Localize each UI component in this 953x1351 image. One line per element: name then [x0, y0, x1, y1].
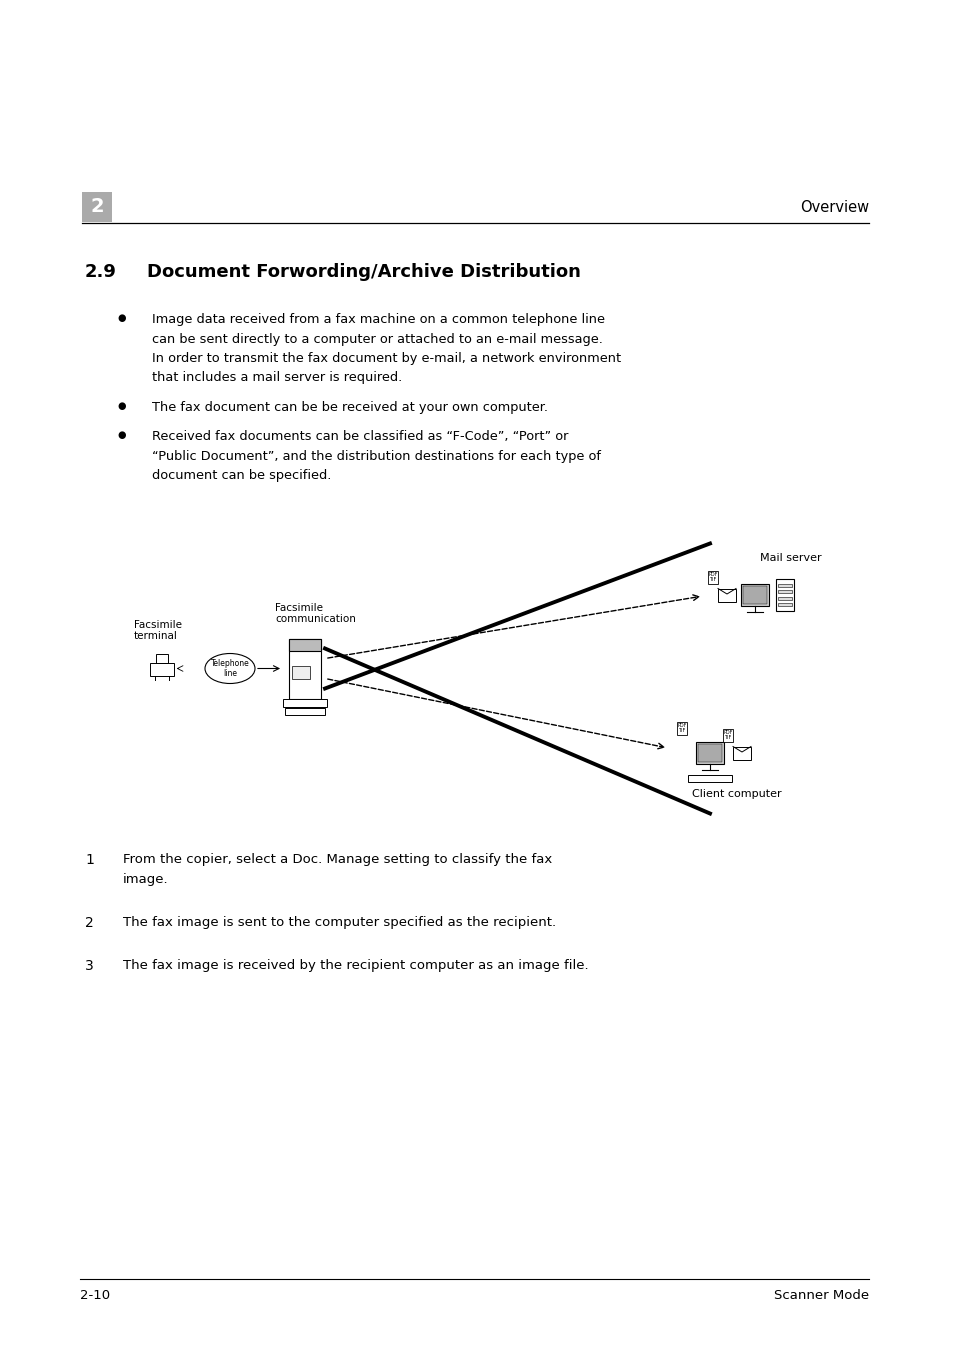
- FancyBboxPatch shape: [778, 584, 791, 586]
- FancyBboxPatch shape: [707, 570, 718, 584]
- Text: Mail server: Mail server: [760, 553, 821, 563]
- FancyBboxPatch shape: [687, 775, 731, 782]
- FancyBboxPatch shape: [289, 639, 320, 698]
- FancyBboxPatch shape: [696, 742, 723, 765]
- FancyBboxPatch shape: [285, 708, 325, 715]
- Text: PDF
TIF: PDF TIF: [707, 571, 717, 582]
- Text: can be sent directly to a computer or attached to an e-mail message.: can be sent directly to a computer or at…: [152, 332, 602, 346]
- Text: Client computer: Client computer: [691, 789, 781, 798]
- Text: The fax image is sent to the computer specified as the recipient.: The fax image is sent to the computer sp…: [123, 916, 556, 929]
- FancyBboxPatch shape: [778, 604, 791, 607]
- Text: document can be specified.: document can be specified.: [152, 470, 331, 482]
- FancyBboxPatch shape: [732, 747, 750, 759]
- Text: Facsimile
communication: Facsimile communication: [274, 603, 355, 624]
- Text: ●: ●: [117, 313, 126, 323]
- Text: that includes a mail server is required.: that includes a mail server is required.: [152, 372, 402, 385]
- Text: “Public Document”, and the distribution destinations for each type of: “Public Document”, and the distribution …: [152, 450, 600, 463]
- Text: PDF
TIF: PDF TIF: [722, 730, 732, 740]
- Text: From the copier, select a Doc. Manage setting to classify the fax: From the copier, select a Doc. Manage se…: [123, 852, 552, 866]
- Text: image.: image.: [123, 873, 169, 885]
- FancyBboxPatch shape: [742, 586, 766, 604]
- Text: 2-10: 2-10: [80, 1289, 110, 1302]
- FancyBboxPatch shape: [778, 597, 791, 600]
- Text: ●: ●: [117, 431, 126, 440]
- Text: 2: 2: [91, 197, 104, 216]
- Text: In order to transmit the fax document by e-mail, a network environment: In order to transmit the fax document by…: [152, 353, 620, 365]
- Text: Facsimile
terminal: Facsimile terminal: [133, 620, 182, 642]
- Ellipse shape: [205, 654, 254, 684]
- FancyBboxPatch shape: [82, 192, 112, 222]
- FancyBboxPatch shape: [718, 589, 735, 601]
- Text: 3: 3: [85, 959, 93, 974]
- FancyBboxPatch shape: [289, 639, 320, 650]
- FancyBboxPatch shape: [283, 698, 327, 707]
- Text: 1: 1: [85, 852, 93, 867]
- Text: PDF
TIF: PDF TIF: [677, 723, 686, 734]
- FancyBboxPatch shape: [698, 744, 721, 762]
- Text: Image data received from a fax machine on a common telephone line: Image data received from a fax machine o…: [152, 313, 604, 326]
- Text: 2.9: 2.9: [85, 263, 117, 281]
- FancyBboxPatch shape: [775, 580, 793, 611]
- Text: Telephone
line: Telephone line: [211, 659, 249, 678]
- Text: The fax image is received by the recipient computer as an image file.: The fax image is received by the recipie…: [123, 959, 588, 973]
- Text: Scanner Mode: Scanner Mode: [773, 1289, 868, 1302]
- Text: 2: 2: [85, 916, 93, 929]
- Text: Overview: Overview: [799, 200, 868, 215]
- Text: ●: ●: [117, 401, 126, 411]
- Text: The fax document can be be received at your own computer.: The fax document can be be received at y…: [152, 401, 547, 413]
- FancyBboxPatch shape: [778, 590, 791, 593]
- FancyBboxPatch shape: [722, 728, 732, 742]
- FancyBboxPatch shape: [677, 721, 686, 735]
- Text: Received fax documents can be classified as “F-Code”, “Port” or: Received fax documents can be classified…: [152, 431, 568, 443]
- FancyBboxPatch shape: [740, 584, 768, 607]
- FancyBboxPatch shape: [292, 666, 310, 678]
- Text: Document Forwording/Archive Distribution: Document Forwording/Archive Distribution: [147, 263, 580, 281]
